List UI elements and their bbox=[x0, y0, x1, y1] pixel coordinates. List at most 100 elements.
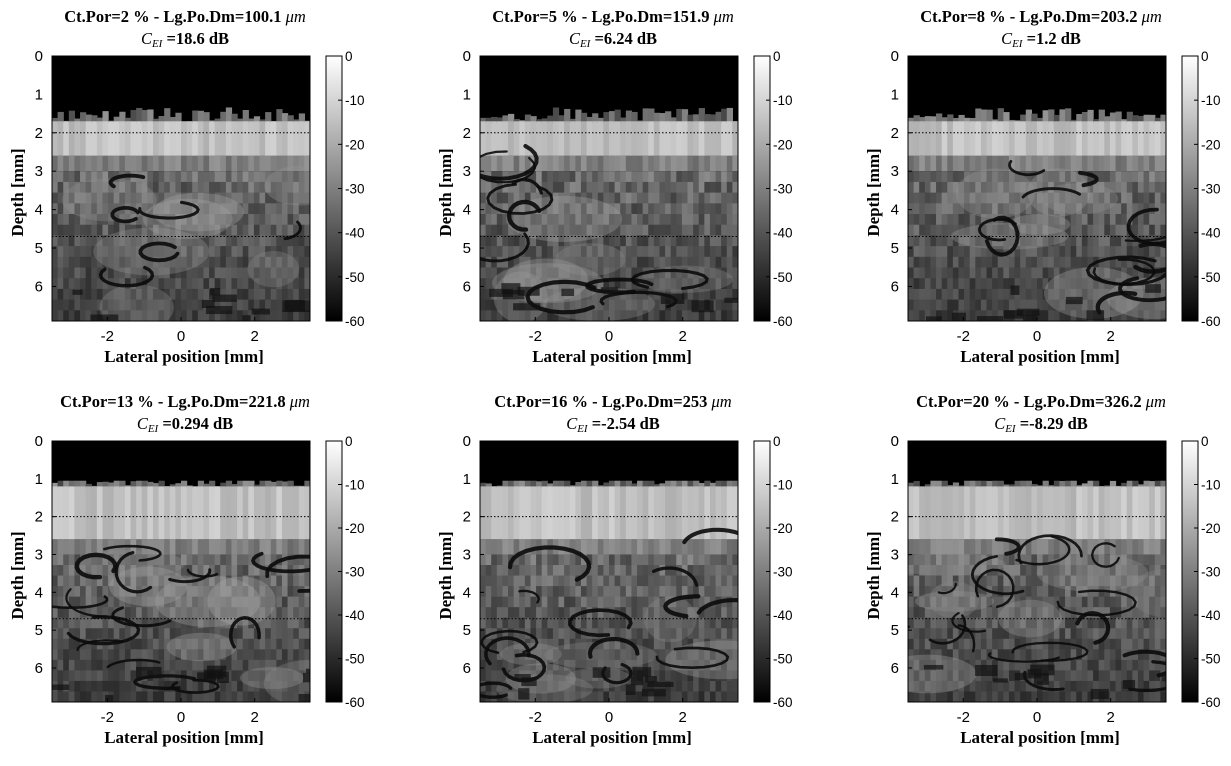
texture-cell bbox=[919, 246, 925, 257]
texture-cell bbox=[936, 246, 942, 257]
y-tick-label: 4 bbox=[463, 584, 471, 601]
texture-cell bbox=[704, 554, 710, 565]
bright-band bbox=[1127, 486, 1133, 539]
texture-cell bbox=[727, 257, 733, 268]
bright-band bbox=[63, 121, 69, 156]
texture-cell bbox=[704, 225, 710, 236]
transition-band bbox=[254, 539, 260, 554]
bright-band bbox=[491, 486, 497, 539]
texture-cell bbox=[676, 203, 682, 214]
texture-cell bbox=[52, 639, 58, 650]
texture-cell bbox=[530, 618, 536, 629]
texture-cell bbox=[716, 182, 722, 193]
texture-cell bbox=[942, 171, 948, 182]
texture-cell bbox=[992, 628, 998, 639]
texture-cell bbox=[598, 691, 604, 702]
texture-cell bbox=[153, 639, 159, 650]
texture-cell bbox=[1082, 225, 1088, 236]
texture-cell bbox=[1003, 586, 1009, 597]
texture-cell bbox=[63, 670, 69, 681]
texture-cell bbox=[987, 278, 993, 289]
texture-cell bbox=[1031, 649, 1037, 660]
texture-cell bbox=[119, 691, 125, 702]
texture-cell bbox=[942, 310, 948, 321]
bright-band bbox=[536, 486, 542, 539]
texture-cell bbox=[699, 618, 705, 629]
texture-cell bbox=[688, 182, 694, 193]
texture-cell bbox=[52, 257, 58, 268]
texture-cell bbox=[1076, 691, 1082, 702]
texture-cell bbox=[1149, 214, 1155, 225]
texture-cell bbox=[125, 649, 131, 660]
texture-cell bbox=[58, 171, 64, 182]
texture-cell bbox=[80, 310, 86, 321]
bright-band bbox=[271, 486, 277, 539]
transition-band bbox=[486, 156, 492, 171]
texture-cell bbox=[930, 214, 936, 225]
bright-band bbox=[1144, 121, 1150, 156]
texture-cell bbox=[525, 182, 531, 193]
bright-band bbox=[119, 121, 125, 156]
transition-band bbox=[198, 156, 204, 171]
texture-cell bbox=[198, 268, 204, 279]
transition-band bbox=[271, 539, 277, 554]
colorbar-tick-label: -40 bbox=[345, 226, 365, 241]
texture-cell bbox=[914, 203, 920, 214]
texture-cell bbox=[992, 607, 998, 618]
texture-cell bbox=[198, 289, 204, 300]
texture-cell bbox=[215, 268, 221, 279]
colorbar-tick-label: -20 bbox=[345, 521, 365, 536]
texture-cell bbox=[1009, 257, 1015, 268]
texture-cell bbox=[1155, 225, 1161, 236]
transition-band bbox=[671, 539, 677, 554]
colorbar-tick-label: -50 bbox=[773, 652, 793, 667]
transition-band bbox=[643, 156, 649, 171]
texture-cell bbox=[1116, 618, 1122, 629]
texture-cell bbox=[626, 214, 632, 225]
texture-cell bbox=[497, 235, 503, 246]
texture-cell bbox=[209, 278, 215, 289]
texture-cell bbox=[209, 235, 215, 246]
texture-cell bbox=[248, 182, 254, 193]
texture-cell bbox=[114, 670, 120, 681]
texture-cell bbox=[1099, 225, 1105, 236]
bright-band bbox=[486, 121, 492, 156]
y-axis-label: Depth [mm] bbox=[436, 531, 455, 619]
texture-cell bbox=[254, 225, 260, 236]
texture-cell bbox=[964, 268, 970, 279]
texture-cell bbox=[716, 214, 722, 225]
texture-cell bbox=[953, 300, 959, 311]
texture-cell bbox=[491, 670, 497, 681]
panel-title-line2: CEI =-2.54 dB bbox=[428, 415, 798, 438]
texture-cell bbox=[631, 171, 637, 182]
texture-cell bbox=[142, 639, 148, 650]
texture-cell bbox=[514, 576, 520, 587]
texture-cell bbox=[559, 628, 565, 639]
texture-cell bbox=[209, 554, 215, 565]
texture-cell bbox=[299, 278, 305, 289]
texture-cell bbox=[299, 268, 305, 279]
texture-cell bbox=[721, 182, 727, 193]
bright-band bbox=[69, 121, 75, 156]
transition-band bbox=[1149, 156, 1155, 171]
texture-cell bbox=[643, 193, 649, 204]
texture-cell bbox=[914, 607, 920, 618]
transition-band bbox=[631, 539, 637, 554]
texture-cell bbox=[1048, 268, 1054, 279]
texture-cell bbox=[626, 268, 632, 279]
colorbar-tick-label: -30 bbox=[773, 182, 793, 197]
texture-cell bbox=[704, 246, 710, 257]
transition-band bbox=[998, 539, 1004, 554]
texture-cell bbox=[265, 639, 271, 650]
texture-cell bbox=[480, 214, 486, 225]
texture-cell bbox=[919, 639, 925, 650]
bright-band bbox=[159, 121, 165, 156]
transition-band bbox=[502, 156, 508, 171]
texture-cell bbox=[52, 691, 58, 702]
texture-cell bbox=[276, 618, 282, 629]
transition-band bbox=[491, 539, 497, 554]
texture-cell bbox=[648, 639, 654, 650]
texture-cell bbox=[288, 225, 294, 236]
colorbar-tick-label: -10 bbox=[773, 93, 793, 108]
texture-cell bbox=[609, 691, 615, 702]
